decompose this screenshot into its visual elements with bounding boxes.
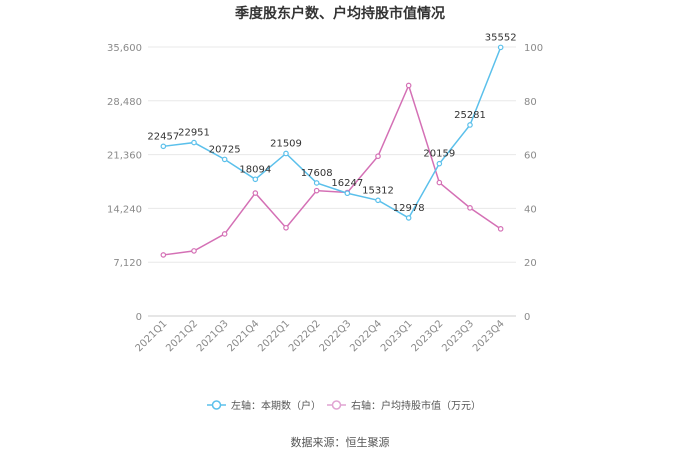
data-label-shareholder-count: 21509 [270,138,302,149]
series-avg-holding-value [160,82,504,258]
x-tick-label: 2021Q3 [195,318,231,354]
left-tick-label: 28,480 [107,97,142,108]
data-label-shareholder-count: 35552 [485,32,517,43]
legend[interactable]: 左轴：本期数（户） 右轴：户均持股市值（万元） [207,399,481,412]
x-tick-label: 2022Q2 [287,318,323,354]
right-tick-label: 40 [524,204,537,215]
data-label-shareholder-count: 20725 [209,144,241,155]
left-tick-label: 14,240 [107,204,142,215]
left-tick-label: 0 [136,312,142,323]
data-label-shareholder-count: 15312 [362,185,394,196]
point-avg-holding-value [221,231,228,237]
right-tick-label: 80 [524,97,537,108]
point-shareholder-count [467,122,473,128]
legend-marker-left [211,400,222,410]
data-label-shareholder-count: 18094 [239,164,271,175]
data-label-shareholder-count: 20159 [423,149,455,160]
x-tick-label: 2022Q1 [256,318,292,354]
point-shareholder-count [160,143,167,150]
left-tick-label: 21,360 [107,151,142,162]
point-shareholder-count [221,156,228,163]
data-label-shareholder-count: 17608 [301,168,333,179]
x-axis-ticks: 2021Q12021Q22021Q32021Q42022Q12022Q22022… [134,318,507,354]
data-label-shareholder-count: 22457 [147,131,179,142]
point-shareholder-count [191,139,197,146]
series-line-shareholder-count [163,47,502,219]
point-avg-holding-value [160,252,167,258]
x-tick-label: 2022Q3 [318,318,354,354]
right-tick-label: 0 [524,312,530,323]
x-tick-label: 2021Q2 [164,318,200,354]
right-axis-ticks: 0 20 40 60 80 100 [524,43,543,323]
x-tick-label: 2023Q3 [440,318,476,354]
point-avg-holding-value [252,190,259,196]
point-avg-holding-value [191,248,197,254]
point-shareholder-count [252,176,259,183]
grid-lines [148,46,516,317]
right-tick-label: 100 [524,43,543,54]
left-tick-label: 35,600 [107,43,142,54]
legend-label-left: 左轴：本期数（户） [231,399,321,412]
left-tick-label: 7,120 [113,258,142,269]
data-label-shareholder-count: 12978 [393,203,425,214]
point-shareholder-count [497,44,504,51]
left-axis-ticks: 0 7,120 14,240 21,360 28,480 35,600 [107,43,142,323]
point-avg-holding-value [283,224,289,231]
point-avg-holding-value [467,205,473,211]
x-tick-label: 2023Q4 [471,318,507,354]
point-shareholder-count [344,190,351,197]
point-avg-holding-value [375,153,381,160]
data-label-shareholder-count: 22951 [178,128,210,139]
point-avg-holding-value [436,179,443,186]
point-avg-holding-value [313,187,320,194]
chart-title: 季度股东户数、户均持股市值情况 [234,5,445,22]
point-avg-holding-value [405,82,412,89]
series-line-avg-holding-value [163,83,502,256]
x-tick-label: 2021Q1 [134,318,170,354]
x-tick-label: 2022Q4 [348,318,384,354]
point-avg-holding-value [497,226,504,232]
x-tick-label: 2023Q2 [410,318,446,354]
right-tick-label: 20 [524,258,537,269]
data-label-shareholder-count: 16247 [331,178,363,189]
x-tick-label: 2023Q1 [379,318,415,354]
point-shareholder-count [375,197,381,204]
point-shareholder-count [436,160,443,167]
legend-item-left[interactable]: 左轴：本期数（户） [207,399,321,412]
point-shareholder-count [313,180,320,186]
point-shareholder-count [405,215,412,221]
data-source: 数据来源：恒生聚源 [291,435,390,449]
point-shareholder-count [283,150,289,157]
legend-label-right: 右轴：户均持股市值（万元） [351,399,481,412]
data-label-shareholder-count: 25281 [454,110,486,121]
legend-item-right[interactable]: 右轴：户均持股市值（万元） [327,399,481,412]
right-tick-label: 60 [524,151,537,162]
x-tick-label: 2021Q4 [226,318,262,354]
legend-marker-right [331,400,342,410]
